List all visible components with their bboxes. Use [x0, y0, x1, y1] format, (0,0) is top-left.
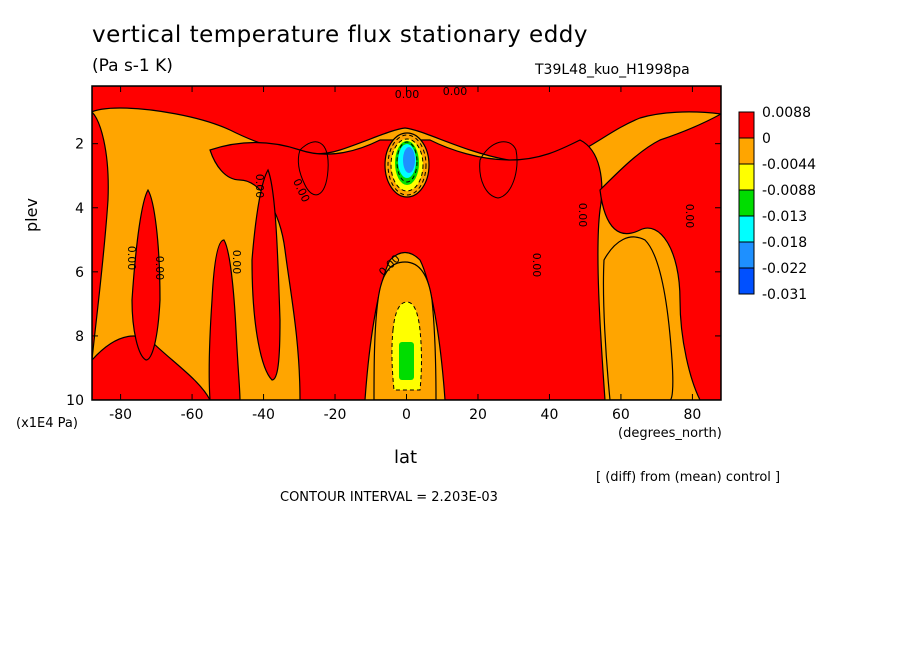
- contour-label: 0.00: [395, 88, 420, 101]
- region-red-col-b: [251, 168, 281, 381]
- contour-label: 0.00: [253, 174, 266, 199]
- contour-loop-left: [297, 141, 329, 196]
- region-blue-upper: [403, 147, 415, 173]
- x-tick-label: 60: [612, 407, 630, 423]
- region-orange-right-pocket: [602, 236, 674, 400]
- run-label: T39L48_kuo_H1998pa: [535, 62, 690, 78]
- colorbar-swatch: [738, 241, 755, 269]
- y-tick-label: 2: [75, 137, 84, 153]
- x-tick-label: 20: [469, 407, 487, 423]
- contour-label: 0.00: [153, 256, 166, 281]
- contour-field: [92, 86, 721, 400]
- region-red-top: [92, 86, 721, 163]
- region-red-right: [599, 113, 721, 400]
- colorbar-label: -0.022: [762, 261, 807, 277]
- contour-label: 0.00: [683, 204, 696, 229]
- chart-title: vertical temperature flux stationary edd…: [92, 22, 589, 48]
- x-tick-label: 0: [402, 407, 411, 423]
- colorbar-label: -0.031: [762, 287, 807, 303]
- contour-loop-right: [479, 141, 518, 199]
- x-tick-label: -40: [252, 407, 275, 423]
- region-red-center: [209, 139, 606, 400]
- region-red-left-tongue: [131, 188, 161, 361]
- y-axis-units: (x1E4 Pa): [16, 416, 78, 431]
- colorbar-swatch: [738, 137, 755, 165]
- colorbar-label: 0: [762, 131, 771, 147]
- x-tick-label: 40: [541, 407, 559, 423]
- region-red-col-a: [208, 239, 241, 400]
- region-red-left-edge: [92, 111, 109, 361]
- x-tick-label: 80: [683, 407, 701, 423]
- diff-note: [ (diff) from (mean) control ]: [596, 470, 781, 485]
- colorbar-swatch: [738, 215, 755, 243]
- contour-dashed-1: [387, 134, 427, 196]
- contour-label: 0.00: [125, 246, 138, 271]
- colorbar-swatch: [738, 267, 755, 295]
- contour-interval: CONTOUR INTERVAL = 2.203E-03: [280, 490, 498, 505]
- colorbar-label: -0.018: [762, 235, 807, 251]
- y-tick-label: 4: [75, 201, 84, 217]
- contour-label: 0.00: [443, 85, 468, 98]
- colorbar-swatch: [738, 189, 755, 217]
- contour-dashed-2: [396, 141, 418, 183]
- chart-units: (Pa s-1 K): [92, 56, 173, 76]
- y-tick-label: 8: [75, 329, 84, 345]
- colorbar: 0.0088 0 -0.0044 -0.0088 -0.013 -0.018 -0.022 -…: [738, 105, 816, 303]
- y-tick-label: 6: [75, 265, 84, 281]
- colorbar-swatch: [738, 163, 755, 191]
- axes: -80 -60 -40 -20 0 20 40 60 80 2 4 6 8 10: [66, 86, 721, 423]
- colorbar-label: -0.0044: [762, 157, 816, 173]
- contour-label: 0.00: [230, 250, 243, 275]
- colorbar-swatch: [738, 111, 755, 139]
- x-tick-label: -80: [109, 407, 132, 423]
- x-axis-label: lat: [394, 447, 418, 468]
- contour-label: 0.00: [576, 203, 589, 228]
- x-tick-label: -20: [324, 407, 347, 423]
- contour-label: 0.00: [530, 253, 543, 278]
- colorbar-label: -0.013: [762, 209, 807, 225]
- x-axis-units: (degrees_north): [618, 426, 722, 441]
- region-green-lower: [399, 342, 414, 380]
- colorbar-label: -0.0088: [762, 183, 816, 199]
- x-tick-label: -60: [181, 407, 204, 423]
- colorbar-label: 0.0088: [762, 105, 811, 121]
- y-tick-label: 10: [66, 393, 84, 409]
